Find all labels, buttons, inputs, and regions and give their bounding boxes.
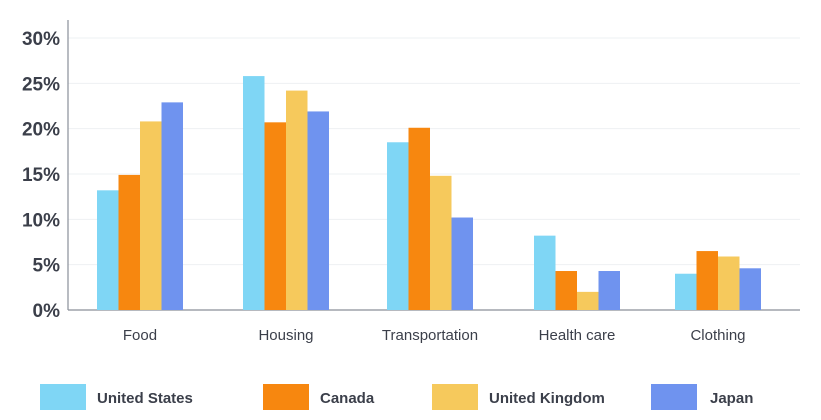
- y-tick-label: 30%: [22, 29, 60, 50]
- gridlines: [68, 37, 800, 266]
- y-tick-label: 10%: [22, 210, 60, 231]
- legend-swatch: [651, 384, 697, 410]
- bar-canada-clothing: [696, 251, 718, 310]
- x-category-label: Food: [123, 327, 157, 344]
- bar-japan-health-care: [598, 271, 620, 310]
- bar-united-states-clothing: [675, 273, 697, 310]
- bar-united-states-health-care: [534, 235, 556, 310]
- legend-swatch: [263, 384, 309, 410]
- y-tick-label: 20%: [22, 120, 60, 141]
- bar-united-kingdom-housing: [286, 90, 308, 310]
- legend-label: Canada: [320, 390, 375, 407]
- legend-label: Japan: [710, 390, 753, 407]
- bar-united-states-transportation: [387, 142, 409, 310]
- bar-united-states-food: [97, 190, 119, 310]
- legend-swatch: [40, 384, 86, 410]
- legend-label: United States: [97, 390, 193, 407]
- bar-canada-housing: [264, 122, 286, 310]
- bar-japan-transportation: [451, 217, 473, 310]
- bar-canada-transportation: [408, 127, 430, 310]
- bar-united-kingdom-transportation: [430, 175, 452, 310]
- x-category-label: Health care: [539, 327, 616, 344]
- y-tick-label: 15%: [22, 165, 60, 186]
- bar-canada-food: [118, 174, 140, 310]
- x-category-label: Transportation: [382, 327, 478, 344]
- legend: United States Canada United Kingdom Japan: [40, 384, 753, 410]
- bar-japan-housing: [307, 111, 329, 310]
- bar-united-kingdom-food: [140, 121, 162, 310]
- legend-label: United Kingdom: [489, 390, 605, 407]
- y-tick-label: 5%: [33, 256, 61, 277]
- bar-japan-food: [161, 102, 183, 310]
- bar-united-kingdom-clothing: [718, 256, 740, 310]
- y-tick-label: 0%: [33, 301, 61, 322]
- bar-united-kingdom-health-care: [577, 291, 599, 310]
- y-tick-label: 25%: [22, 74, 60, 95]
- labels: 0% 5% 10% 15% 20% 25% 30% Food Housing Transporta…: [22, 29, 746, 344]
- bar-canada-health-care: [555, 271, 577, 310]
- bar-japan-clothing: [739, 268, 761, 310]
- x-category-label: Clothing: [690, 327, 745, 344]
- legend-swatch: [432, 384, 478, 410]
- x-category-label: Housing: [258, 327, 313, 344]
- bar-united-states-housing: [243, 76, 265, 310]
- bars: [97, 76, 761, 310]
